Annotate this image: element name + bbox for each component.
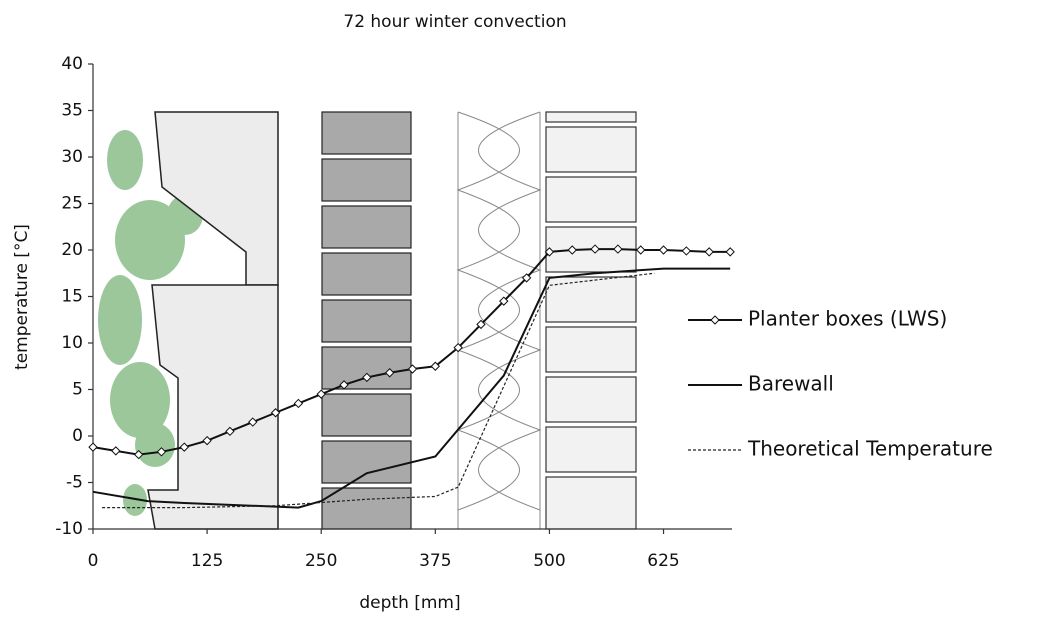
y-tick-label: 0 — [72, 426, 83, 446]
marker — [499, 296, 509, 306]
marker — [156, 447, 167, 457]
wall-illustration — [98, 111, 637, 530]
y-tick-label: 25 — [61, 194, 83, 214]
line-1 — [92, 267, 731, 509]
x-tick-label: 0 — [88, 551, 99, 571]
marker — [476, 319, 486, 330]
marker — [111, 446, 121, 456]
marker — [270, 408, 281, 418]
marker — [384, 368, 395, 378]
marker — [636, 245, 646, 255]
y-tick-label: 30 — [61, 147, 83, 167]
marker — [453, 342, 463, 353]
x-tick-label: 250 — [305, 551, 337, 571]
marker — [362, 372, 372, 383]
y-tick-label: -5 — [66, 473, 83, 493]
chart-title: 72 hour winter convection — [343, 12, 566, 32]
marker — [521, 273, 532, 283]
y-tick-label: -10 — [55, 519, 83, 539]
marker — [248, 417, 258, 427]
marker — [658, 245, 669, 255]
y-tick-label: 35 — [61, 101, 83, 121]
marker — [704, 247, 714, 257]
marker — [202, 435, 212, 446]
marker — [681, 246, 692, 256]
legend-marker — [710, 315, 720, 325]
marker — [430, 361, 441, 371]
marker — [613, 244, 623, 254]
marker — [133, 449, 144, 460]
x-axis-label: depth [mm] — [359, 593, 460, 613]
y-tick-label: 10 — [61, 333, 83, 353]
y-tick-label: 20 — [61, 240, 83, 260]
legend-label: Theoretical Temperature — [747, 437, 993, 461]
y-tick-label: 15 — [61, 287, 83, 307]
legend-label: Barewall — [748, 372, 834, 396]
x-tick-label: 375 — [419, 551, 451, 571]
marker — [567, 245, 577, 255]
marker — [407, 364, 418, 374]
line-2 — [102, 272, 655, 509]
y-tick-label: 5 — [72, 380, 83, 400]
legend-label: Planter boxes (LWS) — [748, 307, 947, 331]
marker — [293, 398, 304, 409]
marker — [590, 244, 600, 254]
marker — [544, 247, 555, 257]
y-tick-label: 40 — [61, 54, 83, 74]
x-tick-label: 500 — [533, 551, 565, 571]
x-tick-label: 125 — [191, 551, 223, 571]
marker — [339, 380, 349, 390]
marker — [88, 442, 98, 452]
marker — [316, 389, 326, 399]
marker — [725, 247, 735, 257]
y-axis-label: temperature [°C] — [12, 224, 32, 370]
marker — [179, 442, 189, 452]
marker — [225, 426, 235, 437]
x-tick-label: 625 — [647, 551, 679, 571]
